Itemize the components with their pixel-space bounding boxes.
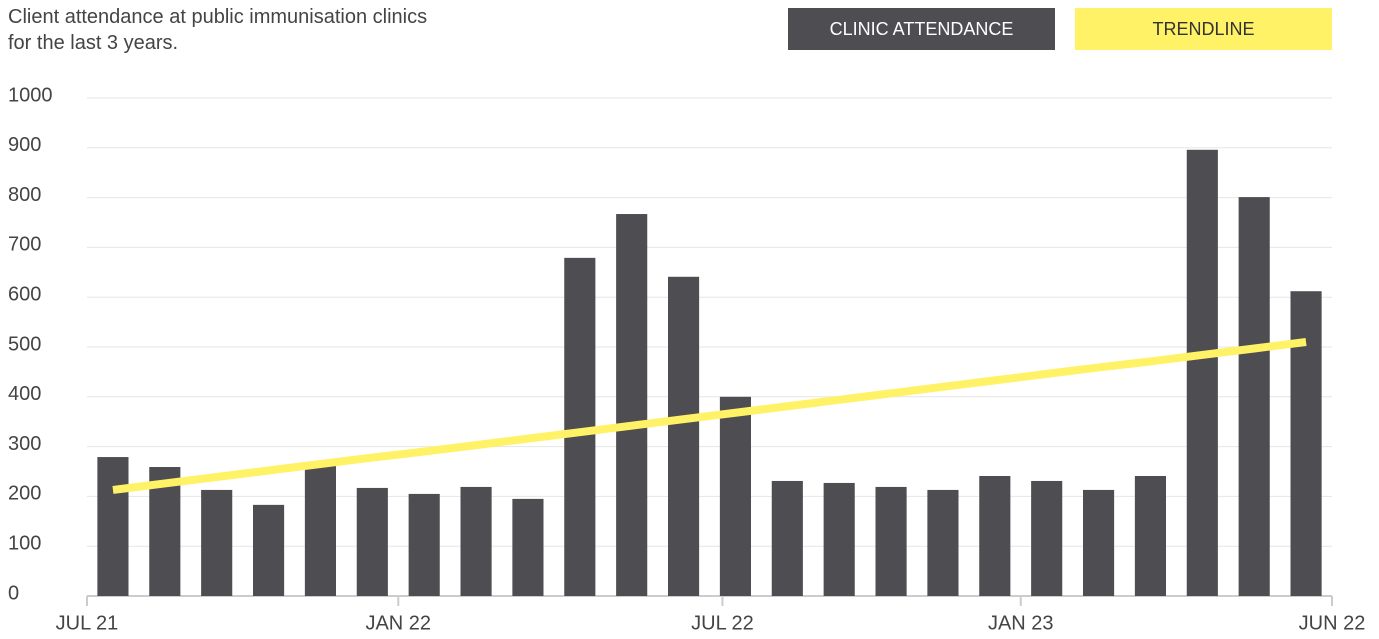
x-tick-label: JUL 21 <box>56 612 119 634</box>
bar <box>1031 480 1063 596</box>
bar <box>408 493 440 596</box>
y-tick-label: 400 <box>8 383 41 405</box>
bar <box>927 489 959 596</box>
x-tick-label: JAN 22 <box>365 612 431 634</box>
y-tick-label: 0 <box>8 582 19 604</box>
bar <box>823 482 855 596</box>
y-tick-label: 600 <box>8 283 41 305</box>
bar <box>1238 197 1270 597</box>
bar <box>1083 489 1115 596</box>
bar <box>97 457 129 596</box>
y-tick-label: 300 <box>8 433 41 455</box>
bar <box>1290 291 1322 596</box>
bar <box>460 486 492 596</box>
bar <box>201 489 233 596</box>
y-tick-label: 800 <box>8 184 41 206</box>
y-tick-label: 1000 <box>8 84 53 106</box>
legend-item: CLINIC ATTENDANCE <box>788 8 1055 50</box>
bar <box>719 396 751 596</box>
y-tick-label: 700 <box>8 234 41 256</box>
bar <box>253 504 285 596</box>
bar <box>875 486 907 596</box>
bar <box>771 480 803 596</box>
bar <box>1186 149 1218 597</box>
trendline <box>112 338 1307 494</box>
bar <box>356 487 388 596</box>
bar <box>304 466 336 596</box>
bar <box>512 498 544 596</box>
legend-item: TRENDLINE <box>1075 8 1332 50</box>
y-tick-label: 900 <box>8 134 41 156</box>
x-tick-label: JUN 22 <box>1299 612 1366 634</box>
bar <box>616 214 648 596</box>
x-tick-label: JAN 23 <box>988 612 1054 634</box>
y-tick-label: 200 <box>8 483 41 505</box>
x-tick-label: JUL 22 <box>691 612 754 634</box>
chart-title: Client attendance at public immunisation… <box>8 6 428 54</box>
bar <box>979 475 1011 596</box>
bar <box>1134 475 1166 596</box>
bar <box>668 276 700 596</box>
y-tick-label: 500 <box>8 333 41 355</box>
y-tick-label: 100 <box>8 532 41 554</box>
